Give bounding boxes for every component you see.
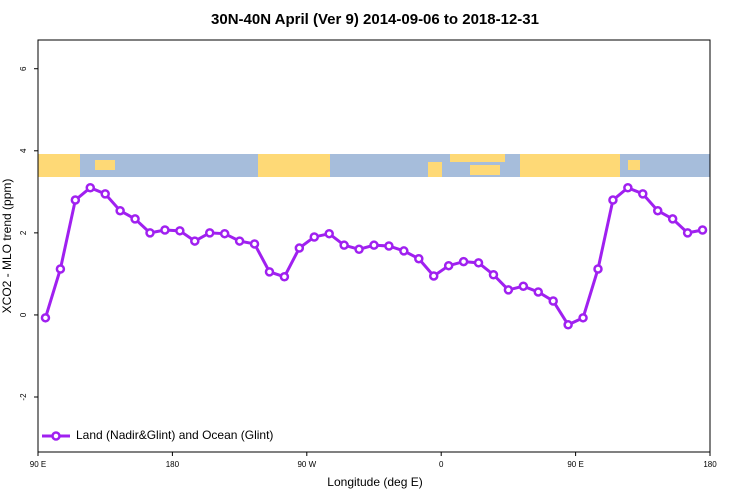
point xyxy=(204,228,215,238)
legend-marker xyxy=(51,431,61,441)
y-tick-label: 4 xyxy=(19,148,28,153)
chart-title: 30N-40N April (Ver 9) 2014-09-06 to 2018… xyxy=(211,11,539,28)
point xyxy=(533,287,544,297)
point xyxy=(234,236,245,246)
plot-frame xyxy=(37,39,711,453)
y-tick-label: 2 xyxy=(19,230,28,235)
x-tick-label: 90 E xyxy=(567,460,583,469)
x-tick-label: 180 xyxy=(703,460,717,469)
point xyxy=(384,241,394,251)
series-line xyxy=(44,185,703,327)
point xyxy=(593,264,603,274)
point xyxy=(667,214,678,224)
point xyxy=(85,182,96,193)
point xyxy=(399,246,409,256)
point xyxy=(518,281,529,291)
point xyxy=(578,313,588,323)
point xyxy=(279,272,290,282)
y-tick-label: 0 xyxy=(19,312,28,317)
x-axis-title: Longitude (deg E) xyxy=(327,475,422,489)
point xyxy=(473,258,484,268)
point xyxy=(369,240,379,250)
y-axis-title: XCO2 - MLO trend (ppm) xyxy=(0,179,14,314)
point xyxy=(652,205,663,216)
point xyxy=(443,260,454,271)
point xyxy=(354,244,364,255)
point xyxy=(458,256,469,267)
point xyxy=(145,228,155,238)
point xyxy=(130,214,140,224)
point xyxy=(219,228,230,239)
point xyxy=(175,226,185,236)
legend-label: Land (Nadir&Glint) and Ocean (Glint) xyxy=(76,428,273,442)
x-tick-label: 0 xyxy=(439,460,444,469)
point xyxy=(548,296,558,306)
point xyxy=(608,195,618,205)
point xyxy=(264,267,275,277)
point xyxy=(503,285,514,295)
point xyxy=(160,225,170,235)
point xyxy=(623,182,633,193)
point xyxy=(339,240,349,250)
point xyxy=(70,195,81,205)
point xyxy=(324,228,334,239)
point xyxy=(249,239,260,249)
y-tick-label: -2 xyxy=(19,393,28,401)
point xyxy=(115,205,125,216)
point xyxy=(309,232,320,242)
point xyxy=(638,189,648,199)
point xyxy=(488,269,499,280)
y-tick-label: 6 xyxy=(19,66,28,71)
x-tick-label: 180 xyxy=(166,460,180,469)
point xyxy=(563,320,573,330)
x-tick-label: 90 W xyxy=(297,460,316,469)
point xyxy=(682,228,693,238)
point xyxy=(40,313,51,323)
point xyxy=(55,264,66,274)
x-tick-label: 90 E xyxy=(30,460,46,469)
point xyxy=(414,253,424,264)
point xyxy=(294,243,305,253)
point xyxy=(428,271,439,281)
point xyxy=(100,189,110,199)
point xyxy=(190,236,200,246)
point xyxy=(697,225,708,235)
map-strip xyxy=(38,154,710,177)
